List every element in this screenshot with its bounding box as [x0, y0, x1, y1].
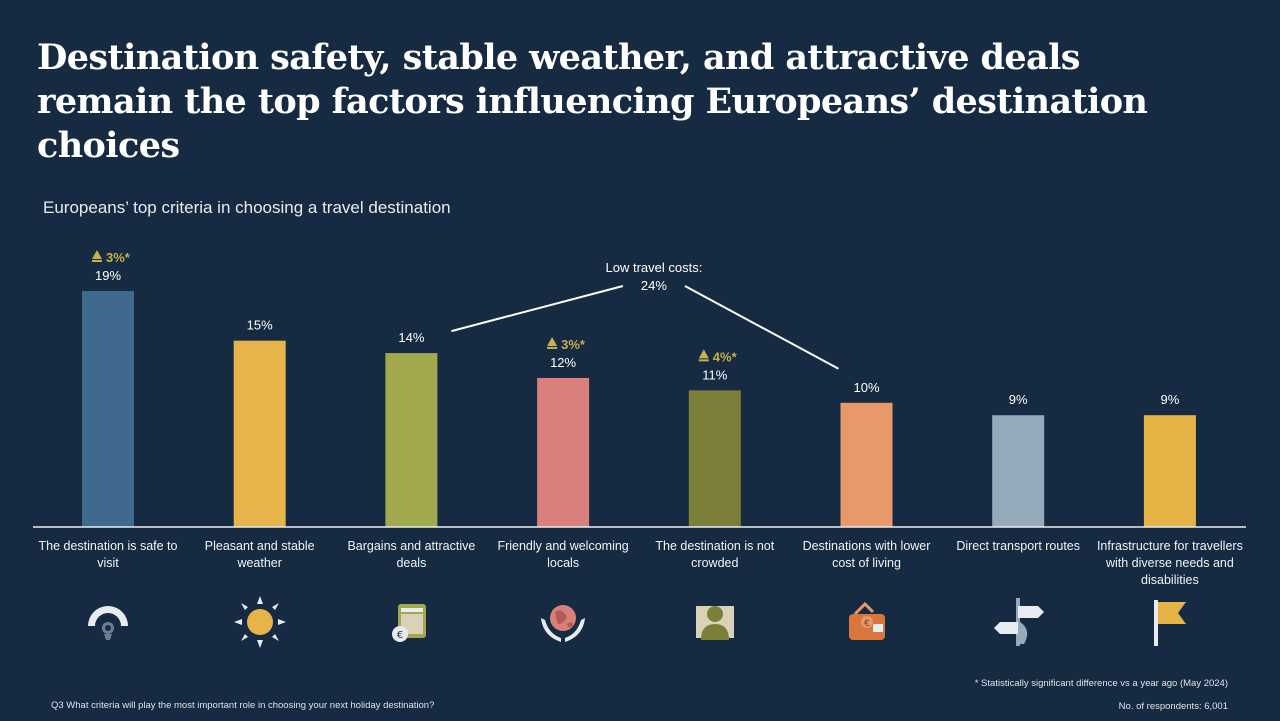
category-label: The destination is safe to visit	[38, 539, 178, 570]
bar-5	[688, 390, 741, 527]
annotation-connector-left	[451, 285, 624, 333]
svg-text:€: €	[864, 619, 870, 629]
bar-value-label: 19%	[95, 268, 121, 283]
bar-7	[992, 415, 1045, 527]
category-label: Pleasant and stable weather	[204, 539, 315, 570]
category-label: Infrastructure for travellers with diver…	[1096, 539, 1243, 587]
footnote: * Statistically significant difference v…	[974, 678, 1228, 689]
up-arrow-base	[698, 359, 709, 362]
change-indicator: 3%*	[547, 336, 586, 352]
sun-icon	[230, 592, 290, 652]
bar-value-label: 11%	[702, 367, 727, 382]
up-arrow-icon	[698, 349, 709, 359]
bar-value-label: 9%	[1009, 392, 1028, 407]
safety-gauge-icon	[78, 592, 138, 652]
change-value: 3%*	[561, 337, 586, 352]
wallet-euro-icon: €	[837, 592, 897, 652]
annotation-connector-right	[684, 285, 839, 370]
category-label: Direct transport routes	[956, 539, 1081, 553]
survey-question: Q3 What criteria will play the most impo…	[51, 700, 435, 711]
bar-6	[840, 402, 893, 527]
change-indicator: 4%*	[698, 349, 738, 364]
svg-text:€: €	[397, 630, 403, 641]
bar-value-label: 10%	[853, 380, 879, 395]
bar-1	[82, 291, 134, 527]
annotation-value: 24%	[641, 278, 667, 293]
bar-value-label: 9%	[1161, 392, 1180, 407]
bar-value-label: 15%	[247, 318, 273, 333]
category-label: Bargains and attractive deals	[347, 539, 476, 570]
direction-signpost-icon	[988, 592, 1048, 652]
category-label: Destinations with lower cost of living	[802, 539, 931, 570]
bar-chart: 19% 3%* 15% 14% 12% 3%* 11% 4%* 10% 9% 9% Low trav…	[33, 250, 1246, 528]
globe-hands-icon	[533, 592, 593, 652]
bar-4	[537, 377, 590, 527]
up-arrow-icon	[92, 250, 102, 259]
category-label: The destination is not crowded	[655, 539, 775, 570]
change-value: 4%*	[713, 349, 738, 364]
up-arrow-base	[92, 260, 102, 262]
bar-value-label: 12%	[550, 355, 576, 370]
bar-8	[1143, 415, 1196, 527]
person-alone-icon	[685, 592, 745, 652]
chart-subtitle: Europeans’ top criteria in choosing a tr…	[43, 198, 451, 217]
change-value: 3%*	[106, 250, 131, 265]
category-label: Friendly and welcoming locals	[497, 539, 629, 570]
respondent-count: No. of respondents: 6,001	[1118, 701, 1228, 712]
bar-value-label: 14%	[398, 330, 424, 345]
bar-3	[385, 353, 438, 527]
up-arrow-base	[547, 346, 558, 349]
page-title: Destination safety, stable weather, and …	[37, 37, 1148, 166]
annotation-label: Low travel costs:	[606, 260, 703, 275]
up-arrow-icon	[547, 336, 558, 346]
flag-icon	[1140, 592, 1200, 652]
wallet-coin-icon: €	[381, 592, 441, 652]
change-indicator: 3%*	[92, 250, 131, 265]
bar-2	[233, 340, 286, 527]
